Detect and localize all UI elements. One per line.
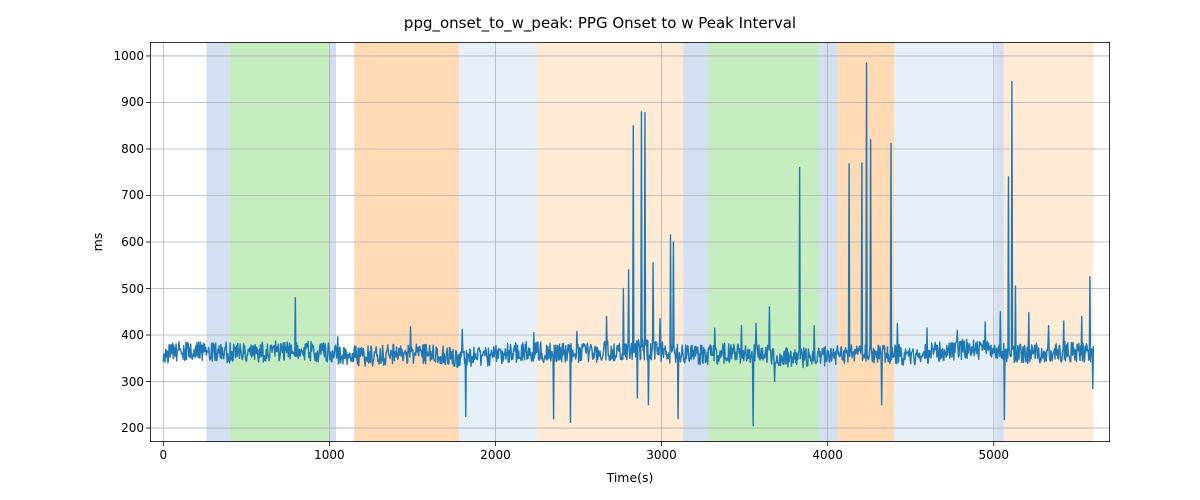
y-tick-label: 700 — [121, 188, 144, 202]
y-tick-label: 200 — [121, 421, 144, 435]
x-tick-label: 4000 — [812, 448, 843, 462]
y-tick-label: 600 — [121, 235, 144, 249]
plot-area — [150, 42, 1110, 442]
x-tick-label: 3000 — [646, 448, 677, 462]
y-tick-label: 1000 — [113, 49, 144, 63]
figure: ppg_onset_to_w_peak: PPG Onset to w Peak… — [0, 0, 1200, 500]
y-tick-label: 900 — [121, 95, 144, 109]
x-tick-label: 0 — [159, 448, 167, 462]
x-tick-label: 5000 — [978, 448, 1009, 462]
x-tick-label: 2000 — [480, 448, 511, 462]
y-tick-label: 800 — [121, 142, 144, 156]
y-tick-label: 500 — [121, 282, 144, 296]
chart-title: ppg_onset_to_w_peak: PPG Onset to w Peak… — [0, 14, 1200, 32]
y-tick-label: 300 — [121, 375, 144, 389]
x-tick-label: 1000 — [314, 448, 345, 462]
y-tick-label: 400 — [121, 328, 144, 342]
x-axis-label: Time(s) — [150, 470, 1110, 485]
y-axis-label: ms — [88, 42, 108, 442]
